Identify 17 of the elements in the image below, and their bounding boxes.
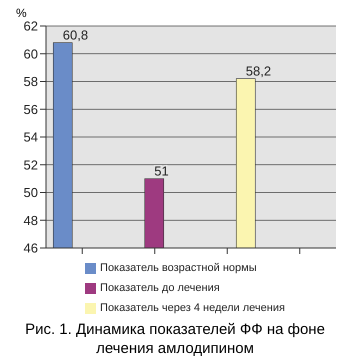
legend-label: Показатель через 4 недели лечения bbox=[100, 302, 285, 314]
legend-label: Показатель до лечения bbox=[100, 282, 220, 294]
text: Рис. 1. Динамика показателей ФФ на фоне лечения амлодипином bbox=[24, 320, 326, 358]
y-tick-label: 52 bbox=[24, 157, 38, 172]
y-tick-label: 62 bbox=[24, 18, 38, 34]
y-tick-label: 58 bbox=[24, 74, 38, 90]
legend-label: Показатель возрастной нормы bbox=[100, 262, 257, 274]
data-label: 51 bbox=[154, 164, 169, 179]
data-label: 58,2 bbox=[246, 64, 272, 79]
data-label: 60,8 bbox=[62, 28, 88, 43]
y-tick-label: 46 bbox=[24, 240, 38, 256]
y-tick-label: 60 bbox=[24, 46, 38, 62]
y-axis-title: % bbox=[16, 6, 28, 20]
y-tick-label: 48 bbox=[24, 212, 38, 228]
y-tick-label: 56 bbox=[24, 102, 38, 117]
y-tick-label: 50 bbox=[24, 185, 38, 200]
y-tick-label: 54 bbox=[24, 130, 38, 145]
